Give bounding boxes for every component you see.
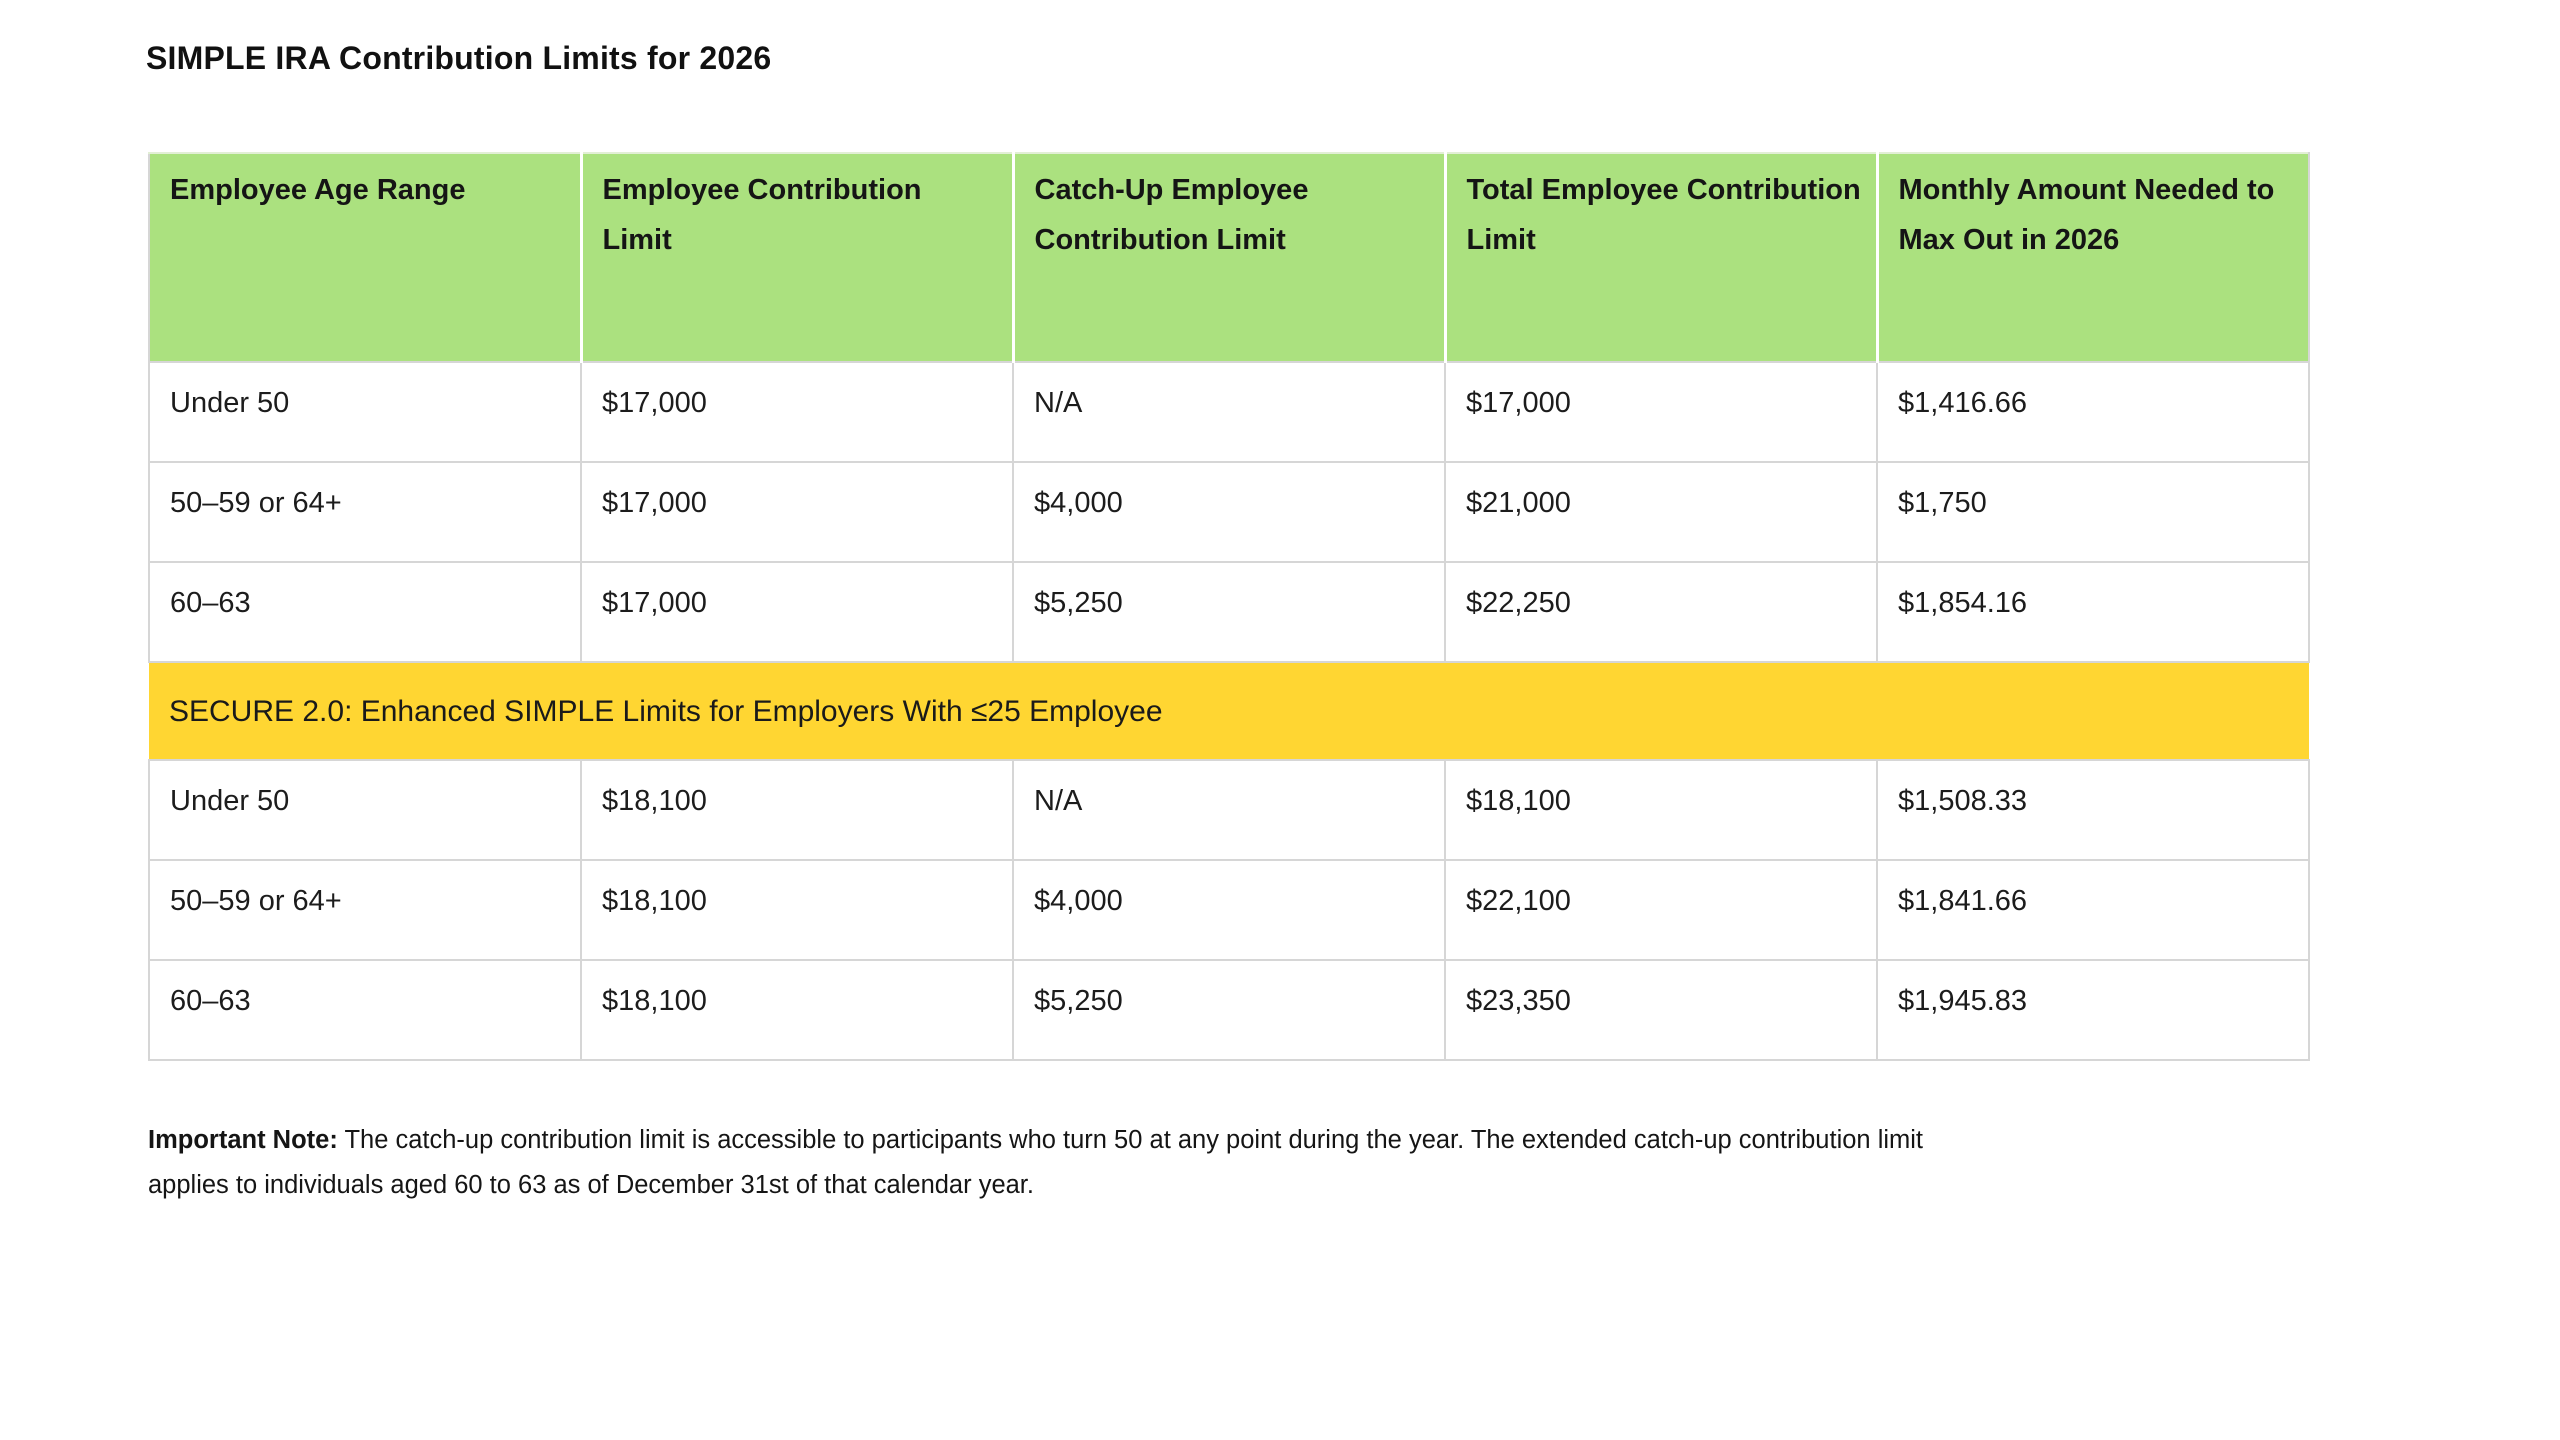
table-cell: $1,945.83 (1876, 959, 2310, 1061)
table-row: 50–59 or 64+ $17,000 $4,000 $21,000 $1,7… (148, 461, 2310, 563)
table-cell: N/A (1012, 759, 1446, 861)
important-note-label: Important Note: (148, 1126, 338, 1154)
table-cell: $4,000 (1012, 859, 1446, 961)
table-cell: $17,000 (580, 561, 1014, 663)
header-cell-catchup-limit: Catch-Up Employee Contribution Limit (1011, 152, 1447, 363)
table-row: 60–63 $17,000 $5,250 $22,250 $1,854.16 (148, 561, 2310, 663)
header-cell-employee-limit: Employee Contribution Limit (579, 152, 1015, 363)
header-cell-total-limit: Total Employee Contribution Limit (1443, 152, 1879, 363)
table-cell: N/A (1012, 361, 1446, 463)
table-cell: Under 50 (148, 759, 582, 861)
contribution-limits-table: Employee Age Range Employee Contribution… (148, 152, 2310, 1061)
page-title: SIMPLE IRA Contribution Limits for 2026 (146, 40, 772, 76)
table-cell: $4,000 (1012, 461, 1446, 563)
table-row: 50–59 or 64+ $18,100 $4,000 $22,100 $1,8… (148, 859, 2310, 961)
table-cell: $18,100 (1444, 759, 1878, 861)
table-cell: $17,000 (580, 361, 1014, 463)
table-cell: 50–59 or 64+ (148, 859, 582, 961)
table-cell: 50–59 or 64+ (148, 461, 582, 563)
table-cell: $22,100 (1444, 859, 1878, 961)
table-cell: $1,416.66 (1876, 361, 2310, 463)
table-row: 60–63 $18,100 $5,250 $23,350 $1,945.83 (148, 959, 2310, 1061)
table-cell: $18,100 (580, 859, 1014, 961)
table-cell: $18,100 (580, 759, 1014, 861)
table-cell: 60–63 (148, 561, 582, 663)
table-cell: $18,100 (580, 959, 1014, 1061)
table-cell: $17,000 (1444, 361, 1878, 463)
header-row: Employee Age Range Employee Contribution… (148, 152, 2310, 363)
important-note-line2: applies to individuals aged 60 to 63 as … (148, 1171, 1034, 1200)
table-cell: $5,250 (1012, 561, 1446, 663)
table-cell: $1,508.33 (1876, 759, 2310, 861)
table-cell: $23,350 (1444, 959, 1878, 1061)
table-cell: $21,000 (1444, 461, 1878, 563)
header-cell-age-range: Employee Age Range (148, 152, 583, 363)
secure-banner: SECURE 2.0: Enhanced SIMPLE Limits for E… (149, 661, 2309, 761)
table-cell: $1,854.16 (1876, 561, 2310, 663)
table-cell: $22,250 (1444, 561, 1878, 663)
header-cell-monthly-amount: Monthly Amount Needed to Max Out in 2026 (1875, 152, 2310, 363)
important-note-line1: The catch-up contribution limit is acces… (337, 1126, 1924, 1154)
table-cell: 60–63 (148, 959, 582, 1061)
secure-banner-row: SECURE 2.0: Enhanced SIMPLE Limits for E… (149, 661, 2309, 761)
limits-table: Employee Age Range Employee Contribution… (148, 152, 2310, 1061)
table-row: Under 50 $18,100 N/A $18,100 $1,508.33 (148, 759, 2310, 861)
table-cell: $17,000 (580, 461, 1014, 563)
table-cell: $1,750 (1876, 461, 2310, 563)
important-note: Important Note: The catch-up contributio… (148, 1118, 2270, 1209)
table-cell: $5,250 (1012, 959, 1446, 1061)
table-row: Under 50 $17,000 N/A $17,000 $1,416.66 (148, 361, 2310, 463)
table-cell: Under 50 (148, 361, 582, 463)
table-cell: $1,841.66 (1876, 859, 2310, 961)
